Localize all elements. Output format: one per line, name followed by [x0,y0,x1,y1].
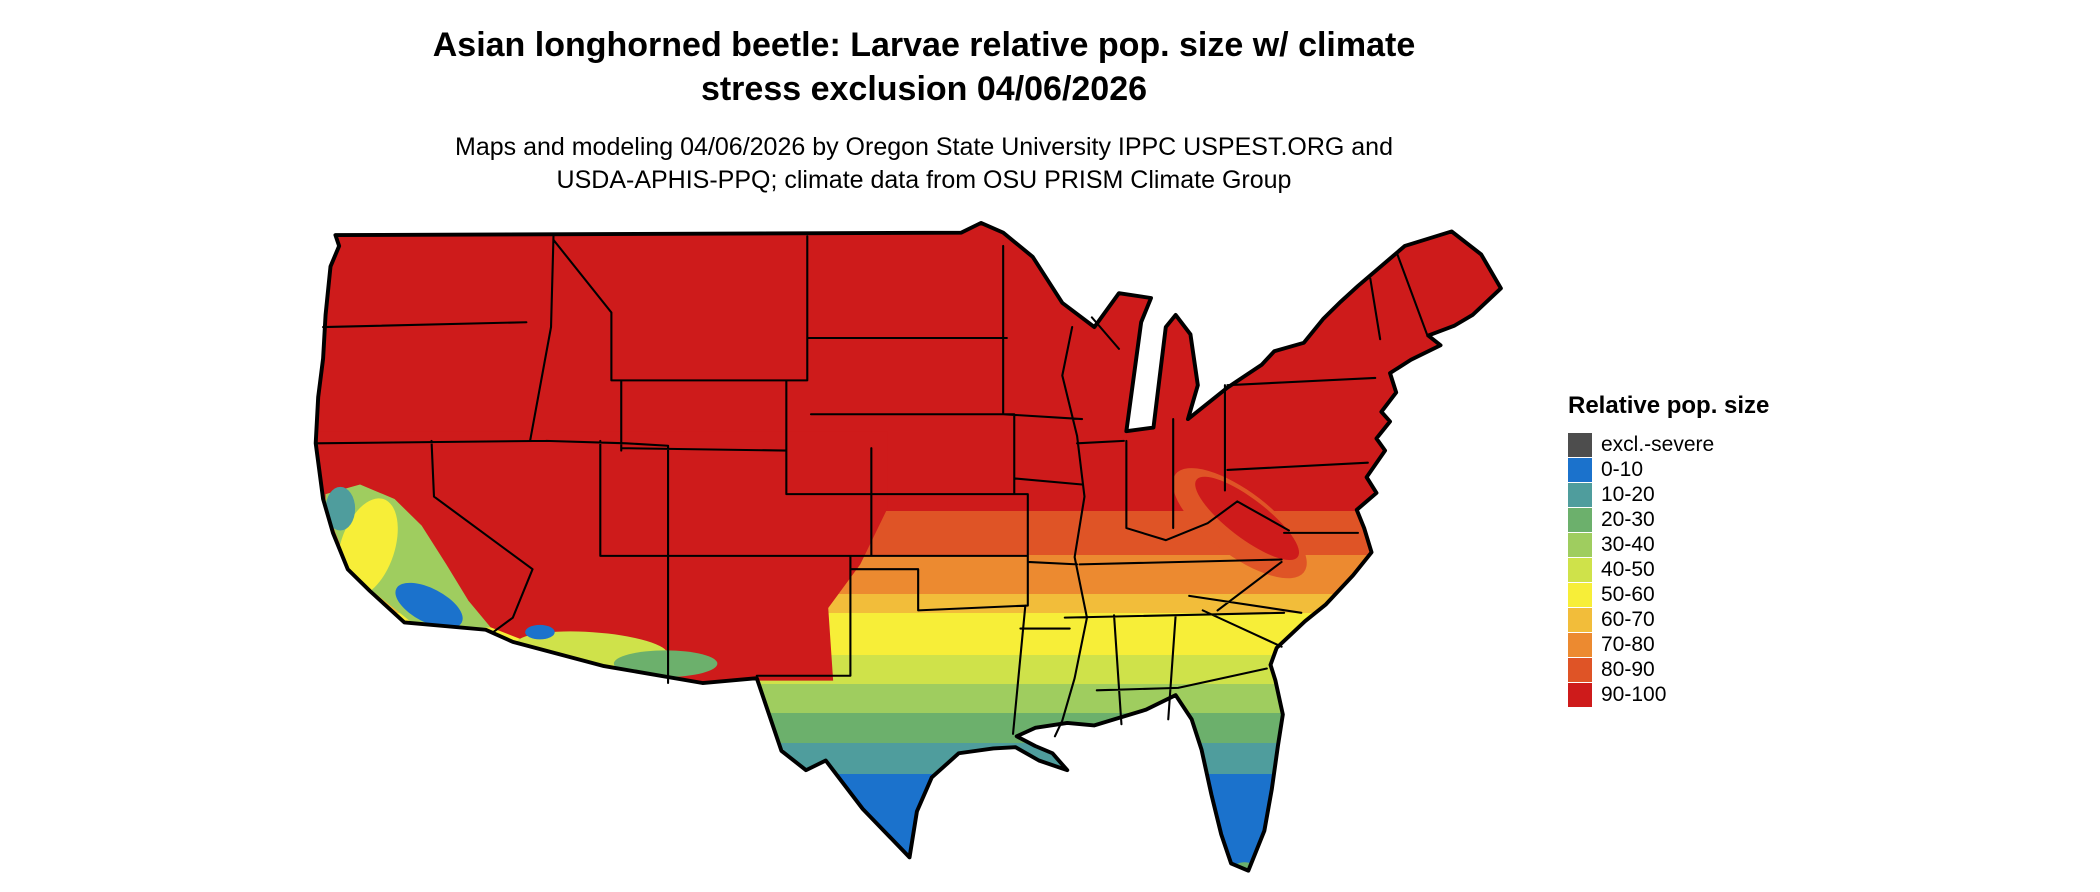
legend-label: 50-60 [1601,583,1655,606]
us-map [313,221,1503,873]
legend-swatch [1568,482,1592,507]
legend-label: 80-90 [1601,658,1655,681]
legend-swatch [1568,507,1592,532]
legend-label: 30-40 [1601,533,1655,556]
legend-swatch [1568,457,1592,482]
subtitle: Maps and modeling 04/06/2026 by Oregon S… [0,131,1848,197]
us-outline [313,221,1503,873]
legend-item: 0-10 [1568,457,1848,482]
legend-label: 60-70 [1601,608,1655,631]
legend-label: 10-20 [1601,483,1655,506]
legend-item: 40-50 [1568,557,1848,582]
legend-label: excl.-severe [1601,433,1715,456]
appalachia-red-patch [1195,476,1300,561]
interior-west-red-region [315,431,888,686]
title-line-2: stress exclusion 04/06/2026 [700,69,1148,108]
legend-swatch [1568,632,1592,657]
map-fill-layer [315,222,1501,871]
title-line-1: Asian longhorned beetle: Larvae relative… [432,26,1416,64]
state-borders [314,235,1429,738]
legend-item: 60-70 [1568,607,1848,632]
header: Asian longhorned beetle: Larvae relative… [0,24,1848,197]
legend-item: 80-90 [1568,657,1848,682]
legend-swatch [1568,532,1592,557]
legend-item: 10-20 [1568,482,1848,507]
legend-label: 90-100 [1601,683,1667,706]
subtitle-line-2: USDA-APHIS-PPQ; climate data from OSU PR… [556,166,1292,195]
subtitle-line-1: Maps and modeling 04/06/2026 by Oregon S… [455,133,1393,162]
legend-item: 30-40 [1568,532,1848,557]
page-title: Asian longhorned beetle: Larvae relative… [0,24,1848,111]
southwest-border-green-patch [613,650,718,677]
legend-swatch [1568,657,1592,682]
legend-swatch [1568,607,1592,632]
north-coast-teal-patch [325,486,356,531]
legend-item: 20-30 [1568,507,1848,532]
legend-item: excl.-severe [1568,432,1848,457]
legend-title: Relative pop. size [1568,392,1770,419]
southwest-border-blue-patch [525,624,555,640]
legend-swatch [1568,582,1592,607]
legend-label: 70-80 [1601,633,1655,656]
legend-swatch [1568,682,1592,707]
legend-label: 20-30 [1601,508,1655,531]
legend-item: 90-100 [1568,682,1848,707]
legend-swatch [1568,557,1592,582]
legend-label: 0-10 [1601,458,1644,481]
legend: Relative pop. size excl.-severe 0-10 10-20… [1568,392,1848,707]
legend-item: 50-60 [1568,582,1848,607]
socal-blue-patch [395,582,463,629]
legend-item: 70-80 [1568,632,1848,657]
legend-items: excl.-severe 0-10 10-20 20-30 30-40 40-50 50-6… [1568,432,1848,707]
legend-swatch [1568,432,1592,457]
legend-label: 40-50 [1601,558,1655,581]
